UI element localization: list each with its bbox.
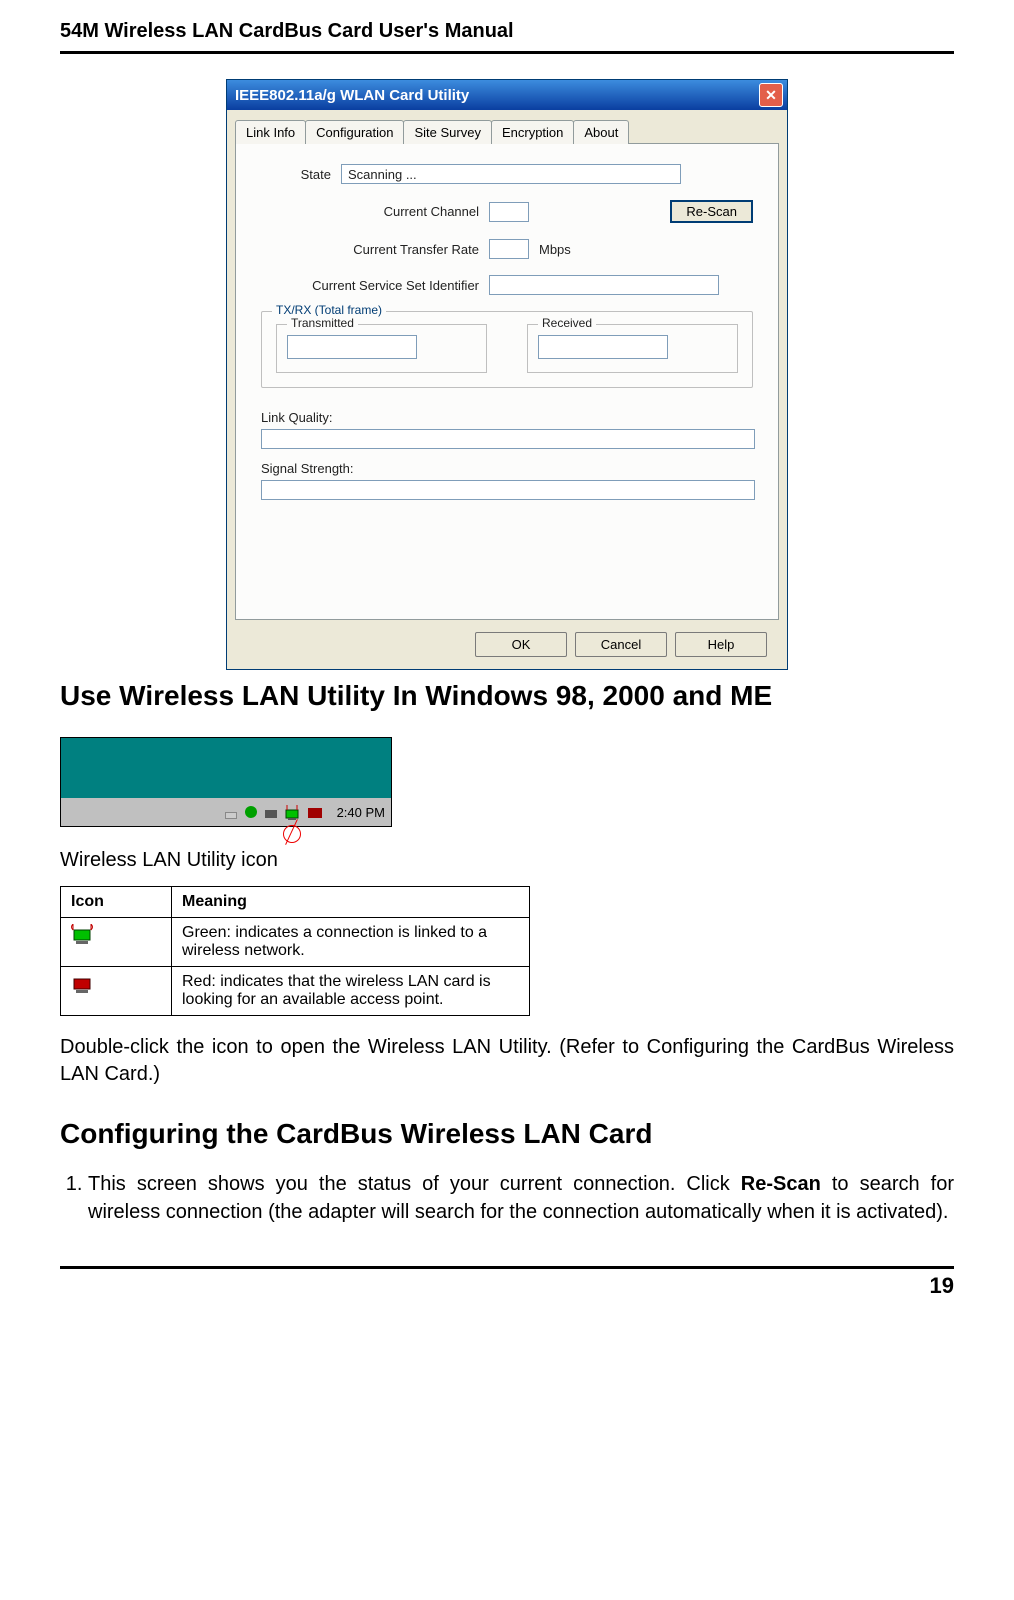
label-state: State [261, 167, 341, 182]
tab-panel-link-info: State Scanning ... Current Channel Re-Sc… [235, 143, 779, 620]
table-header-icon: Icon [61, 887, 172, 918]
rx-legend: Received [538, 316, 596, 330]
help-button[interactable]: Help [675, 632, 767, 657]
label-mbps: Mbps [529, 242, 571, 257]
section-title-utility: Use Wireless LAN Utility In Windows 98, … [60, 680, 954, 712]
paragraph-doubleclick: Double-click the icon to open the Wirele… [60, 1034, 954, 1088]
current-channel-field [489, 202, 529, 222]
tray-icon-3 [263, 804, 279, 820]
step-1: This screen shows you the status of your… [88, 1170, 954, 1226]
txrx-group: TX/RX (Total frame) Transmitted Received [261, 311, 753, 388]
window-titlebar: IEEE802.11a/g WLAN Card Utility ✕ [227, 80, 787, 110]
tray-icon-5 [307, 804, 323, 820]
label-current-channel: Current Channel [261, 204, 489, 219]
rescan-button[interactable]: Re-Scan [670, 200, 753, 223]
cancel-button[interactable]: Cancel [575, 632, 667, 657]
ok-button[interactable]: OK [475, 632, 567, 657]
wlan-utility-tray-icon-highlighted[interactable] [283, 802, 303, 822]
tx-legend: Transmitted [287, 316, 358, 330]
icon-cell-red [61, 967, 172, 1016]
taskbar-clock: 2:40 PM [327, 805, 385, 820]
close-icon[interactable]: ✕ [759, 83, 783, 107]
document-header: 54M Wireless LAN CardBus Card User's Man… [60, 20, 954, 54]
transfer-rate-field [489, 239, 529, 259]
rx-field [538, 335, 668, 359]
page-footer: 19 [60, 1266, 954, 1299]
icon-cell-green [61, 918, 172, 967]
wlan-utility-window: IEEE802.11a/g WLAN Card Utility ✕ Link I… [226, 79, 788, 670]
table-row: Red: indicates that the wireless LAN car… [61, 967, 530, 1016]
tab-about[interactable]: About [573, 120, 629, 144]
wlan-icon-green [71, 924, 95, 946]
label-ssid: Current Service Set Identifier [261, 278, 489, 293]
txrx-legend: TX/RX (Total frame) [272, 303, 386, 317]
meaning-cell-red: Red: indicates that the wireless LAN car… [172, 967, 530, 1016]
wlan-icon-red [71, 973, 95, 995]
state-field: Scanning ... [341, 164, 681, 184]
tray-icon-2 [243, 804, 259, 820]
highlight-arrow-icon [285, 819, 298, 845]
table-row: Green: indicates a connection is linked … [61, 918, 530, 967]
taskbar-screenshot: 2:40 PM [60, 737, 392, 827]
tray-icon-1 [223, 804, 239, 820]
tx-field [287, 335, 417, 359]
signal-strength-bar [261, 480, 755, 500]
utility-screenshot: IEEE802.11a/g WLAN Card Utility ✕ Link I… [60, 79, 954, 670]
step1-text-bold: Re-Scan [741, 1173, 821, 1195]
tab-site-survey[interactable]: Site Survey [403, 120, 491, 144]
page-number: 19 [930, 1273, 954, 1298]
link-quality-bar [261, 429, 755, 449]
dialog-button-bar: OK Cancel Help [235, 620, 779, 669]
icon-meaning-table: Icon Meaning Green: indicates a connecti… [60, 886, 530, 1016]
tab-configuration[interactable]: Configuration [305, 120, 404, 144]
table-header-meaning: Meaning [172, 887, 530, 918]
steps-list: This screen shows you the status of your… [60, 1170, 954, 1226]
window-title: IEEE802.11a/g WLAN Card Utility [235, 87, 469, 104]
tab-link-info[interactable]: Link Info [235, 120, 306, 144]
section-title-configuring: Configuring the CardBus Wireless LAN Car… [60, 1118, 954, 1150]
meaning-cell-green: Green: indicates a connection is linked … [172, 918, 530, 967]
label-transfer-rate: Current Transfer Rate [261, 242, 489, 257]
step1-text-pre: This screen shows you the status of your… [88, 1173, 741, 1195]
label-link-quality: Link Quality: [261, 410, 753, 425]
received-group: Received [527, 324, 738, 373]
ssid-field [489, 275, 719, 295]
tab-strip: Link Info Configuration Site Survey Encr… [235, 120, 779, 144]
label-signal-strength: Signal Strength: [261, 461, 753, 476]
caption-utility-icon: Wireless LAN Utility icon [60, 849, 954, 872]
transmitted-group: Transmitted [276, 324, 487, 373]
tab-encryption[interactable]: Encryption [491, 120, 574, 144]
